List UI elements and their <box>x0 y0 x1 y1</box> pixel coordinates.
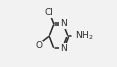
Text: NH$_2$: NH$_2$ <box>75 30 94 42</box>
Text: O: O <box>35 41 42 50</box>
Text: N: N <box>60 44 67 53</box>
Text: N: N <box>60 19 67 28</box>
Text: Cl: Cl <box>45 8 54 17</box>
